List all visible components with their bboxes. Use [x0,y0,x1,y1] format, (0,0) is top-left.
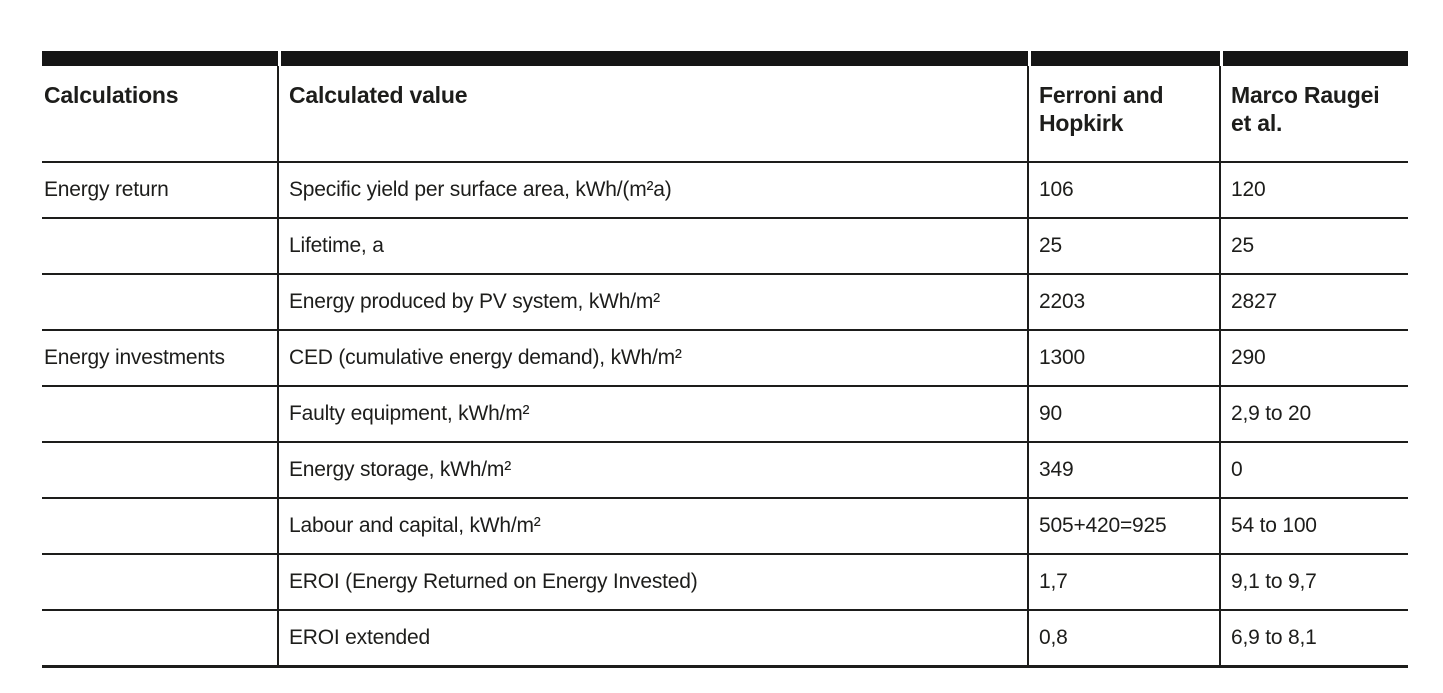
header-row: Calculations Calculated value Ferroni an… [42,66,1408,163]
cell-label: Lifetime, a [277,218,1028,275]
table-top-bar [42,51,1408,66]
cell-marco-raugei: 120 [1219,162,1408,219]
cell-group [42,274,278,331]
table-row: Energy investments CED (cumulative energ… [42,330,1408,387]
col-header-calculations: Calculations [42,66,278,163]
table-row: EROI extended 0,8 6,9 to 8,1 [42,610,1408,668]
table-row: Energy produced by PV system, kWh/m² 220… [42,274,1408,331]
cell-label: Faulty equipment, kWh/m² [277,386,1028,443]
cell-label: Energy storage, kWh/m² [277,442,1028,499]
top-bar-segment-calculated-value [281,51,1028,66]
cell-marco-raugei: 6,9 to 8,1 [1219,610,1408,668]
cell-marco-raugei: 54 to 100 [1219,498,1408,555]
table-row: Lifetime, a 25 25 [42,218,1408,275]
cell-ferroni-hopkirk: 25 [1027,218,1220,275]
cell-ferroni-hopkirk: 349 [1027,442,1220,499]
cell-ferroni-hopkirk: 90 [1027,386,1220,443]
table-row: Faulty equipment, kWh/m² 90 2,9 to 20 [42,386,1408,443]
table-row: Energy storage, kWh/m² 349 0 [42,442,1408,499]
cell-ferroni-hopkirk: 505+420=925 [1027,498,1220,555]
top-bar-segment-calculations [42,51,278,66]
cell-marco-raugei: 290 [1219,330,1408,387]
table-row: Labour and capital, kWh/m² 505+420=925 5… [42,498,1408,555]
cell-group [42,386,278,443]
cell-label: Energy produced by PV system, kWh/m² [277,274,1028,331]
cell-ferroni-hopkirk: 2203 [1027,274,1220,331]
cell-ferroni-hopkirk: 1,7 [1027,554,1220,611]
cell-marco-raugei: 9,1 to 9,7 [1219,554,1408,611]
cell-ferroni-hopkirk: 106 [1027,162,1220,219]
cell-label: EROI (Energy Returned on Energy Invested… [277,554,1028,611]
cell-group [42,218,278,275]
cell-group [42,442,278,499]
comparison-table: Calculations Calculated value Ferroni an… [42,66,1408,668]
cell-label: Specific yield per surface area, kWh/(m²… [277,162,1028,219]
cell-label: CED (cumulative energy demand), kWh/m² [277,330,1028,387]
col-header-calculated-value: Calculated value [277,66,1028,163]
cell-group [42,554,278,611]
table-row: Energy return Specific yield per surface… [42,162,1408,219]
cell-marco-raugei: 2,9 to 20 [1219,386,1408,443]
top-bar-segment-marco-raugei [1223,51,1408,66]
cell-label: EROI extended [277,610,1028,668]
table-row: EROI (Energy Returned on Energy Invested… [42,554,1408,611]
comparison-table-figure: Calculations Calculated value Ferroni an… [42,51,1408,668]
cell-group: Energy return [42,162,278,219]
col-header-ferroni-hopkirk: Ferroni and Hopkirk [1027,66,1220,163]
cell-group [42,610,278,668]
cell-group: Energy investments [42,330,278,387]
cell-marco-raugei: 0 [1219,442,1408,499]
cell-marco-raugei: 25 [1219,218,1408,275]
cell-label: Labour and capital, kWh/m² [277,498,1028,555]
col-header-marco-raugei: Marco Raugei et al. [1219,66,1408,163]
cell-ferroni-hopkirk: 0,8 [1027,610,1220,668]
top-bar-segment-ferroni-hopkirk [1031,51,1220,66]
cell-ferroni-hopkirk: 1300 [1027,330,1220,387]
cell-group [42,498,278,555]
cell-marco-raugei: 2827 [1219,274,1408,331]
